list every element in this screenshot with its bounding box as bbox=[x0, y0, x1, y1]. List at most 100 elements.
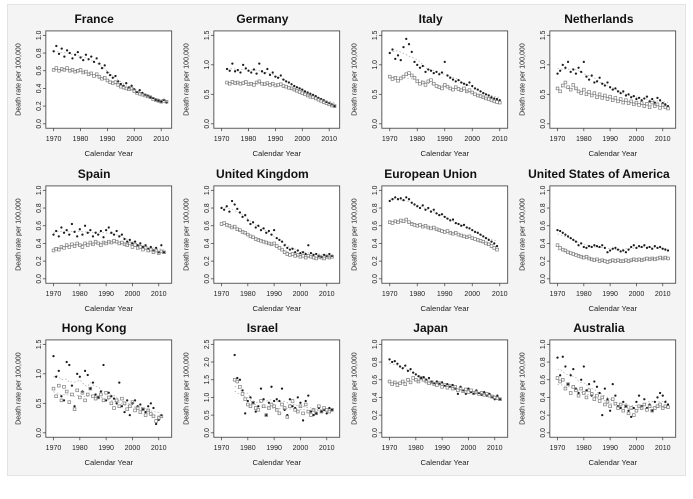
panel-title-european-union: European Union bbox=[384, 166, 477, 181]
scatter-plot-united-kingdom: 0.0 0.2 0.4 0.6 0.8 1.0 1970 1980 1990 2000 2010 Ca… bbox=[183, 185, 340, 312]
svg-text:2000: 2000 bbox=[126, 136, 142, 143]
svg-text:2000: 2000 bbox=[124, 291, 140, 298]
svg-text:0.0: 0.0 bbox=[204, 428, 211, 438]
svg-text:Death rate per 100,000: Death rate per 100,000 bbox=[183, 198, 190, 271]
svg-text:0.0: 0.0 bbox=[372, 274, 379, 284]
svg-text:0.0: 0.0 bbox=[540, 119, 547, 129]
panel-title-united-kingdom: United Kingdom bbox=[216, 166, 309, 181]
svg-text:0.4: 0.4 bbox=[372, 238, 379, 248]
svg-text:2010: 2010 bbox=[655, 291, 671, 298]
svg-text:2010: 2010 bbox=[150, 445, 166, 452]
svg-text:1.5: 1.5 bbox=[372, 30, 379, 40]
svg-text:1990: 1990 bbox=[603, 445, 619, 452]
svg-text:Calendar Year: Calendar Year bbox=[421, 149, 470, 158]
svg-text:0.0: 0.0 bbox=[372, 428, 379, 438]
svg-text:1980: 1980 bbox=[72, 291, 88, 298]
svg-text:Calendar Year: Calendar Year bbox=[84, 149, 133, 158]
svg-text:2010: 2010 bbox=[319, 445, 335, 452]
svg-text:Calendar Year: Calendar Year bbox=[589, 303, 638, 312]
svg-text:1990: 1990 bbox=[98, 445, 114, 452]
svg-text:0.8: 0.8 bbox=[372, 357, 379, 367]
panel-israel: Israel 0.0 0.5 1.0 1.5 2.0 2.5 1970 1980 1990 200… bbox=[178, 316, 346, 471]
svg-text:0.0: 0.0 bbox=[204, 119, 211, 129]
svg-text:1.0: 1.0 bbox=[540, 185, 547, 195]
panel-title-usa: United States of America bbox=[528, 166, 670, 181]
svg-text:2010: 2010 bbox=[153, 136, 169, 143]
svg-text:1.5: 1.5 bbox=[540, 30, 547, 40]
svg-text:1.0: 1.0 bbox=[372, 340, 379, 350]
svg-text:0.8: 0.8 bbox=[35, 203, 42, 213]
scatter-plot-italy: 0.0 0.5 1.0 1.5 1970 1980 1990 2000 2010 Calendar… bbox=[351, 30, 509, 158]
svg-text:0.0: 0.0 bbox=[35, 274, 42, 284]
panel-italy: Italy 0.0 0.5 1.0 1.5 1970 1980 1990 2000 2010 Ca… bbox=[347, 7, 515, 162]
svg-text:1980: 1980 bbox=[576, 445, 592, 452]
svg-text:2010: 2010 bbox=[487, 445, 503, 452]
svg-text:2000: 2000 bbox=[294, 136, 310, 143]
svg-text:2000: 2000 bbox=[292, 445, 308, 452]
svg-text:2000: 2000 bbox=[465, 291, 481, 298]
svg-text:0.8: 0.8 bbox=[372, 203, 379, 213]
panel-australia: Australia 0.0 0.2 0.4 0.6 0.8 1.0 1970 1980 1990… bbox=[515, 316, 683, 471]
scatter-plot-germany: 0.0 0.5 1.0 1.5 1970 1980 1990 2000 2010 Calendar… bbox=[183, 30, 340, 158]
scatter-plot-israel: 0.0 0.5 1.0 1.5 2.0 2.5 1970 1980 1990 2000 2010 Ca… bbox=[183, 340, 340, 467]
svg-text:0.4: 0.4 bbox=[35, 238, 42, 248]
svg-text:1.5: 1.5 bbox=[35, 340, 42, 350]
svg-text:0.4: 0.4 bbox=[540, 393, 547, 403]
svg-text:2000: 2000 bbox=[629, 291, 645, 298]
svg-text:2010: 2010 bbox=[655, 136, 671, 143]
svg-text:1970: 1970 bbox=[45, 136, 61, 143]
panel-germany: Germany 0.0 0.5 1.0 1.5 1970 1980 1990 2000 2010… bbox=[178, 7, 346, 162]
svg-text:1970: 1970 bbox=[382, 445, 398, 452]
svg-text:0.2: 0.2 bbox=[540, 411, 547, 421]
svg-text:0.8: 0.8 bbox=[35, 48, 42, 58]
svg-text:1.0: 1.0 bbox=[540, 340, 547, 350]
svg-text:0.0: 0.0 bbox=[35, 119, 42, 129]
svg-text:0.5: 0.5 bbox=[540, 89, 547, 99]
svg-text:1980: 1980 bbox=[240, 291, 256, 298]
svg-text:1.0: 1.0 bbox=[372, 185, 379, 195]
svg-text:1.5: 1.5 bbox=[204, 30, 211, 40]
svg-text:2000: 2000 bbox=[629, 445, 645, 452]
svg-text:0.4: 0.4 bbox=[35, 83, 42, 93]
panel-netherlands: Netherlands 0.0 0.5 1.0 1.5 1970 1980 1990 2000… bbox=[515, 7, 683, 162]
svg-text:1.0: 1.0 bbox=[204, 60, 211, 70]
svg-text:Death rate per 100,000: Death rate per 100,000 bbox=[520, 198, 527, 271]
svg-text:Death rate per 100,000: Death rate per 100,000 bbox=[351, 43, 358, 116]
panel-title-france: France bbox=[74, 12, 114, 26]
svg-text:Death rate per 100,000: Death rate per 100,000 bbox=[351, 198, 358, 271]
svg-text:0.0: 0.0 bbox=[35, 428, 42, 438]
svg-text:2000: 2000 bbox=[124, 445, 140, 452]
svg-text:0.8: 0.8 bbox=[540, 357, 547, 367]
svg-text:Calendar Year: Calendar Year bbox=[589, 458, 638, 467]
svg-text:1980: 1980 bbox=[240, 445, 256, 452]
svg-text:2000: 2000 bbox=[461, 445, 477, 452]
svg-text:1970: 1970 bbox=[214, 136, 230, 143]
panel-title-italy: Italy bbox=[418, 12, 443, 26]
svg-text:0.4: 0.4 bbox=[204, 238, 211, 248]
svg-text:Death rate per 100,000: Death rate per 100,000 bbox=[15, 353, 22, 426]
scatter-plot-spain: 0.0 0.2 0.4 0.6 0.8 1.0 1970 1980 1990 2000 2010 Ca… bbox=[15, 185, 172, 312]
svg-text:Calendar Year: Calendar Year bbox=[252, 303, 301, 312]
svg-text:0.8: 0.8 bbox=[204, 203, 211, 213]
svg-text:Death rate per 100,000: Death rate per 100,000 bbox=[15, 198, 22, 271]
svg-text:1990: 1990 bbox=[266, 291, 282, 298]
svg-text:0.5: 0.5 bbox=[204, 411, 211, 421]
scatter-plot-japan: 0.0 0.2 0.4 0.6 0.8 1.0 1970 1980 1990 2000 2010 Ca… bbox=[351, 340, 509, 467]
scatter-plot-european-union: 0.0 0.2 0.4 0.6 0.8 1.0 1970 1980 1990 2000 2010 Ca… bbox=[351, 185, 509, 312]
svg-text:Calendar Year: Calendar Year bbox=[589, 149, 638, 158]
panel-spain: Spain 0.0 0.2 0.4 0.6 0.8 1.0 1970 1980 1990 2000… bbox=[10, 162, 178, 317]
svg-text:0.8: 0.8 bbox=[540, 203, 547, 213]
svg-text:1990: 1990 bbox=[434, 445, 450, 452]
scatter-plot-netherlands: 0.0 0.5 1.0 1.5 1970 1980 1990 2000 2010 Calendar… bbox=[520, 30, 677, 158]
svg-text:1980: 1980 bbox=[410, 291, 426, 298]
svg-text:1990: 1990 bbox=[437, 291, 453, 298]
panel-title-germany: Germany bbox=[236, 12, 289, 26]
svg-text:0.0: 0.0 bbox=[204, 274, 211, 284]
panel-united-kingdom: United Kingdom 0.0 0.2 0.4 0.6 0.8 1.0 1970 198… bbox=[178, 162, 346, 317]
svg-text:0.2: 0.2 bbox=[35, 101, 42, 111]
panel-title-hong-kong: Hong Kong bbox=[61, 321, 127, 336]
svg-text:2.5: 2.5 bbox=[204, 340, 211, 350]
panel-hong-kong: Hong Kong 0.0 0.5 1.0 1.5 1970 1980 1990 2000 20… bbox=[10, 316, 178, 471]
svg-text:2010: 2010 bbox=[492, 136, 508, 143]
svg-text:Calendar Year: Calendar Year bbox=[421, 303, 470, 312]
